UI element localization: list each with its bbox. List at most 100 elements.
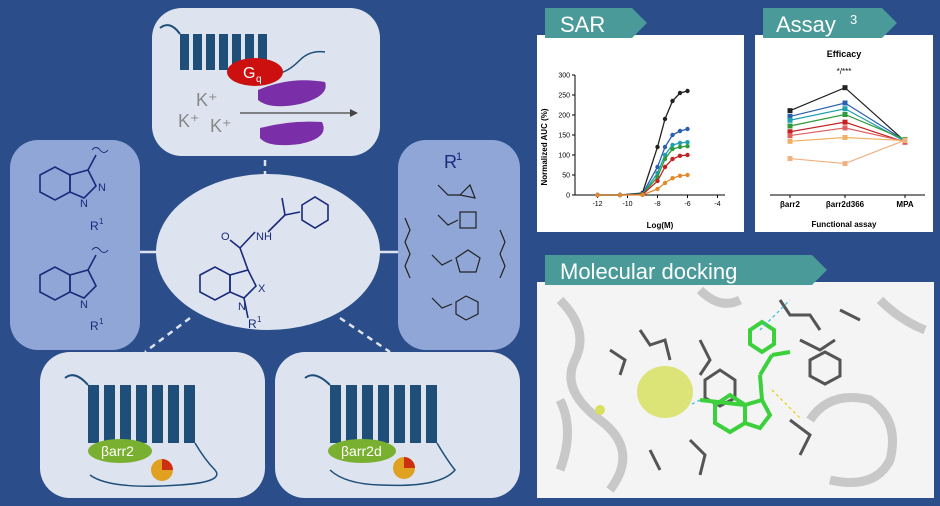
sar-data-point — [685, 144, 690, 149]
scaffold-r-sup: 1 — [257, 315, 262, 324]
sar-data-point — [677, 90, 683, 96]
sar-data-point — [662, 164, 668, 170]
sar-data-point — [670, 132, 675, 138]
docking-residues — [609, 299, 861, 476]
sar-data-point — [595, 192, 600, 198]
sar-xtick-label: -8 — [654, 201, 660, 208]
sar-data-point — [662, 152, 668, 158]
indazole-r-sup: 1 — [99, 217, 104, 226]
assay-tag: Assay 3 — [763, 8, 897, 38]
sar-data-point — [662, 180, 668, 186]
sar-data-point — [677, 140, 683, 146]
efficacy-data-point — [842, 112, 848, 117]
sar-ytick-label: 200 — [558, 113, 570, 120]
efficacy-data-point — [902, 137, 908, 143]
scaffold-structure — [199, 196, 329, 319]
k-ion-2: K⁺ — [178, 111, 200, 131]
sar-xtick-label: -4 — [714, 201, 720, 208]
efficacy-data-point — [787, 138, 793, 144]
scaffold-panel: O NH X N R 1 — [156, 174, 380, 331]
sar-data-point — [685, 172, 690, 178]
efficacy-data-point — [787, 113, 793, 119]
efficacy-data-point — [842, 161, 848, 167]
indole-structure — [39, 247, 109, 301]
sar-data-point — [640, 192, 645, 198]
sar-data-point — [685, 88, 690, 94]
sar-tag-label: SAR — [560, 12, 605, 37]
sar-ytick-label: 0 — [566, 193, 570, 200]
sar-chart-card: 0 50 100 150 200 250 300 -12 -10 -8 -6 -4 Normalize… — [537, 35, 744, 232]
efficacy-data-point — [842, 106, 848, 112]
efficacy-xlabel: Functional assay — [812, 220, 877, 229]
indazole-n2: N — [98, 182, 106, 194]
efficacy-category-label: MPA — [896, 200, 913, 209]
docking-tag: Molecular docking — [545, 255, 827, 285]
sar-data-point — [685, 126, 690, 132]
indazole-structure — [39, 147, 109, 201]
docking-helices — [555, 286, 927, 493]
assay-tag-sup: 3 — [850, 12, 857, 27]
efficacy-data-point — [787, 156, 793, 162]
indole-r-sup: 1 — [99, 317, 104, 326]
docking-surface — [595, 366, 693, 418]
efficacy-category-label: βarr2d366 — [826, 200, 865, 209]
gq-receptor — [159, 24, 326, 75]
sar-ytick-label: 100 — [558, 153, 570, 160]
r1-title: R — [444, 152, 457, 172]
efficacy-chart-card: Efficacy */*** βarr2 βarr2d366 MPA Functio… — [755, 35, 933, 232]
sar-data-point — [677, 153, 683, 158]
sar-data-point — [685, 140, 690, 145]
efficacy-data-point — [842, 135, 848, 140]
potassium-ions: K⁺ K⁺ K⁺ — [178, 90, 232, 136]
sar-data-point — [655, 164, 660, 170]
sar-xlabel: Log(M) — [647, 221, 674, 230]
sar-data-point — [670, 176, 675, 181]
r1-sup: 1 — [456, 151, 462, 163]
scaffold-r: R — [248, 317, 257, 331]
efficacy-data-point — [842, 125, 848, 131]
gq-subscript: q — [256, 74, 262, 85]
efficacy-data-point — [787, 117, 793, 123]
efficacy-data-point — [787, 129, 793, 135]
r1-substituents — [404, 183, 506, 321]
docking-card — [537, 282, 934, 498]
k-ion-3: K⁺ — [210, 116, 232, 136]
potassium-channel — [240, 80, 358, 146]
sar-data-point — [677, 128, 683, 134]
indole-n: N — [80, 299, 88, 311]
sar-ylabel: Normalized AUC (%) — [540, 108, 549, 185]
sar-data-point — [655, 144, 660, 150]
sar-data-point — [617, 192, 623, 198]
efficacy-data-point — [787, 108, 793, 114]
sar-xtick-label: -6 — [684, 201, 690, 208]
core-panel: N N R 1 N R 1 — [10, 140, 140, 350]
efficacy-data-point — [842, 119, 848, 125]
sar-data-point — [685, 152, 690, 158]
sar-data-point — [655, 178, 660, 184]
sar-ytick-label: 300 — [558, 73, 570, 80]
sar-ytick-label: 50 — [562, 173, 570, 180]
sar-data-point — [662, 156, 668, 162]
sar-ytick-label: 250 — [558, 93, 570, 100]
efficacy-data-point — [842, 100, 848, 106]
gq-label: G — [243, 65, 255, 82]
indazole-n1: N — [80, 198, 88, 210]
efficacy-data-point — [787, 123, 793, 129]
sar-tag: SAR — [545, 8, 647, 38]
sar-data-point — [670, 142, 675, 148]
sar-data-point — [662, 116, 668, 122]
indazole-r: R — [90, 219, 99, 233]
sar-plot: 0 50 100 150 200 250 300 -12 -10 -8 -6 -4 — [558, 73, 725, 208]
docking-tag-label: Molecular docking — [560, 259, 737, 284]
k-ion-1: K⁺ — [196, 90, 218, 110]
scaffold-nh: NH — [256, 231, 272, 243]
sar-xtick-label: -10 — [622, 201, 632, 208]
barr2-receptor — [64, 374, 218, 487]
sar-ytick-label: 150 — [558, 133, 570, 140]
efficacy-annotation: */*** — [837, 67, 852, 76]
barr2d-arrestin — [328, 439, 396, 463]
efficacy-title: Efficacy — [827, 49, 862, 59]
gq-panel: G q K⁺ K⁺ K⁺ — [152, 8, 380, 156]
barr2-arrestin — [88, 439, 152, 463]
scaffold-o: O — [221, 231, 230, 243]
